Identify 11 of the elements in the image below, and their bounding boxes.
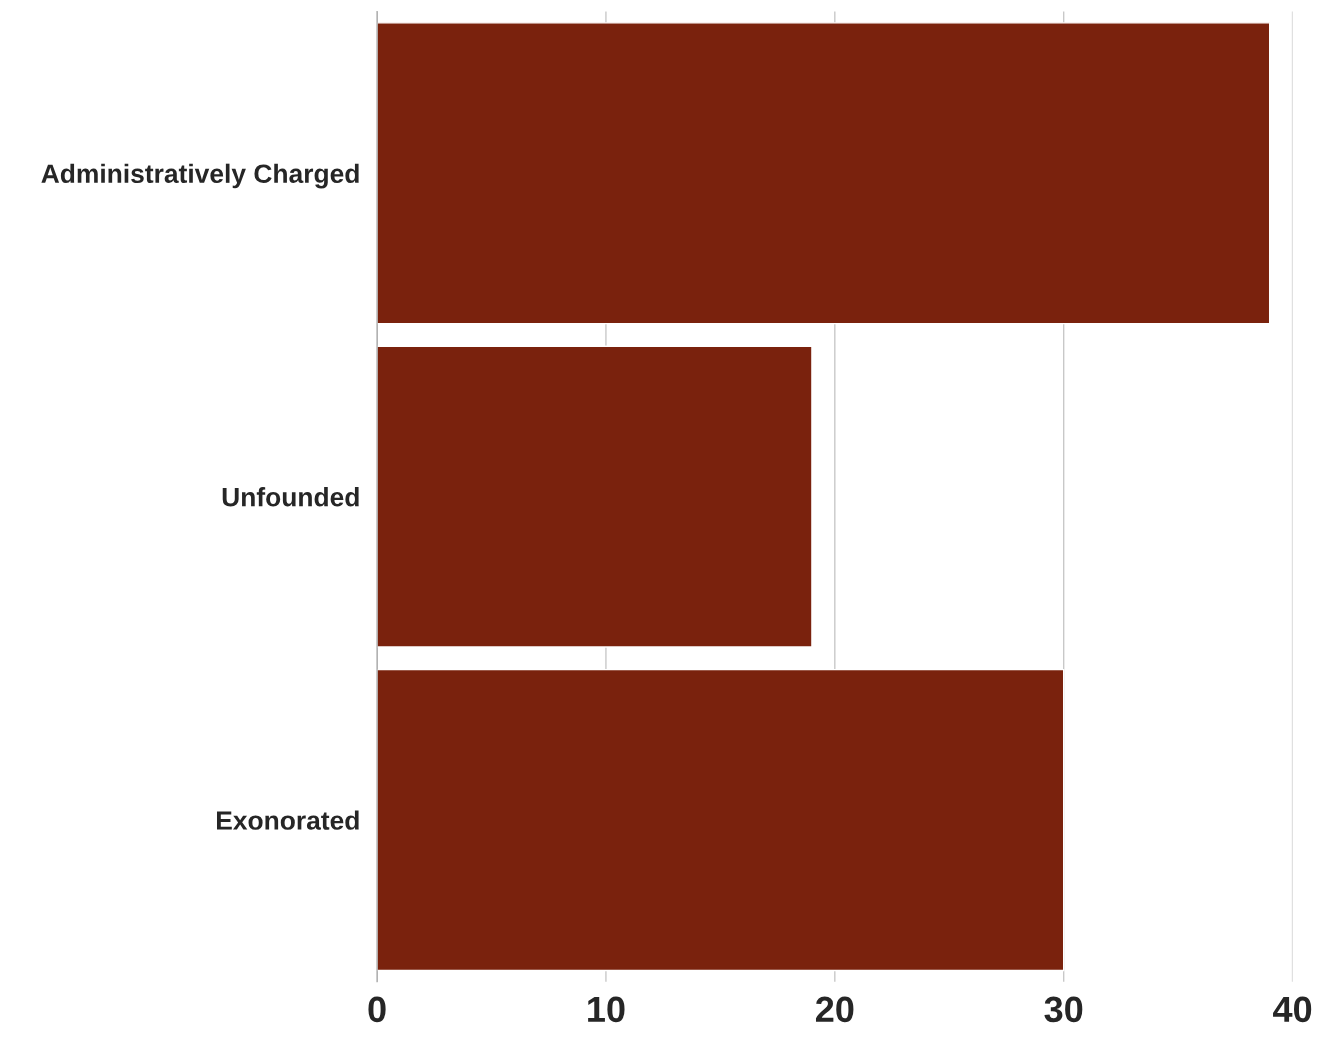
bar bbox=[377, 345, 813, 648]
x-tick-label: 10 bbox=[588, 996, 625, 1023]
x-tick-label: 40 bbox=[1273, 996, 1312, 1023]
y-tick-label: Administratively Charged bbox=[41, 163, 359, 189]
bar bbox=[377, 668, 1065, 972]
y-tick-label: Unfounded bbox=[222, 487, 359, 507]
x-tick-label: 30 bbox=[1044, 996, 1083, 1023]
x-tick-label: 20 bbox=[815, 996, 854, 1023]
y-tick-label: Exonorated bbox=[217, 810, 359, 830]
x-tick-label: 0 bbox=[368, 996, 386, 1023]
bar bbox=[377, 22, 1271, 325]
